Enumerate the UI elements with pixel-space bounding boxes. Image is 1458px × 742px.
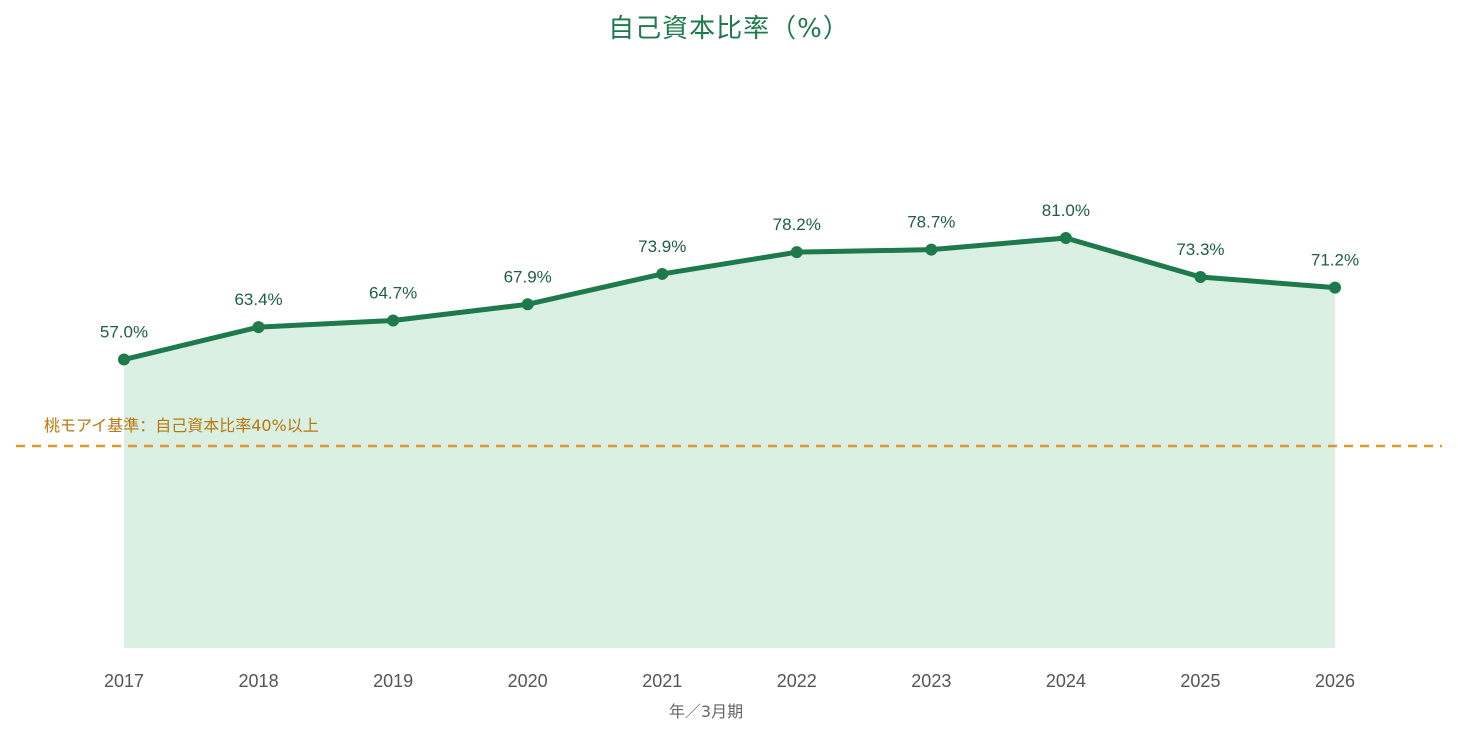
x-tick-label: 2025 <box>1180 671 1220 691</box>
data-label: 81.0% <box>1042 201 1090 220</box>
x-tick-label: 2018 <box>239 671 279 691</box>
line-layer <box>121 235 1338 362</box>
data-point <box>1329 281 1341 294</box>
x-ticks-layer: 2017 2018 2019 2020 2021 2022 2023 2024 2025 2026 <box>104 671 1355 691</box>
series-line <box>121 235 1338 362</box>
chart-title: 自己資本比率（%） <box>608 14 850 44</box>
x-tick-label: 2019 <box>373 671 413 691</box>
x-tick-label: 2023 <box>911 671 951 691</box>
area-layer <box>124 238 1335 648</box>
data-point <box>387 314 400 327</box>
x-tick-label: 2022 <box>777 671 817 691</box>
x-tick-label: 2017 <box>104 671 144 691</box>
x-tick-label: 2021 <box>642 671 682 691</box>
data-label: 64.7% <box>369 284 417 303</box>
points-layer <box>118 232 1341 366</box>
x-tick-label: 2024 <box>1046 671 1086 691</box>
area-fill <box>124 238 1335 648</box>
data-point <box>1194 270 1207 283</box>
reference-line-label: 桃モアイ基準：自己資本比率40%以上 <box>44 416 319 435</box>
data-label: 78.7% <box>907 213 955 232</box>
data-label: 57.0% <box>100 322 148 341</box>
data-point <box>925 243 938 256</box>
data-label: 73.3% <box>1176 240 1224 259</box>
data-label: 73.9% <box>638 237 686 256</box>
data-point <box>118 353 130 366</box>
x-axis-label: 年／3月期 <box>669 702 743 721</box>
data-point <box>252 321 265 334</box>
data-label: 63.4% <box>234 290 282 309</box>
x-tick-label: 2020 <box>508 671 548 691</box>
data-point <box>1059 232 1072 244</box>
data-point <box>656 267 669 280</box>
data-point <box>790 246 803 259</box>
data-label: 71.2% <box>1311 251 1359 270</box>
data-label: 78.2% <box>773 215 821 234</box>
x-tick-label: 2026 <box>1315 671 1355 691</box>
data-point <box>521 298 534 311</box>
data-labels-layer: 57.0% 63.4% 64.7% 67.9% 73.9% 78.2% 78.7% 81.0%… <box>100 201 1359 341</box>
data-label: 67.9% <box>504 267 552 286</box>
